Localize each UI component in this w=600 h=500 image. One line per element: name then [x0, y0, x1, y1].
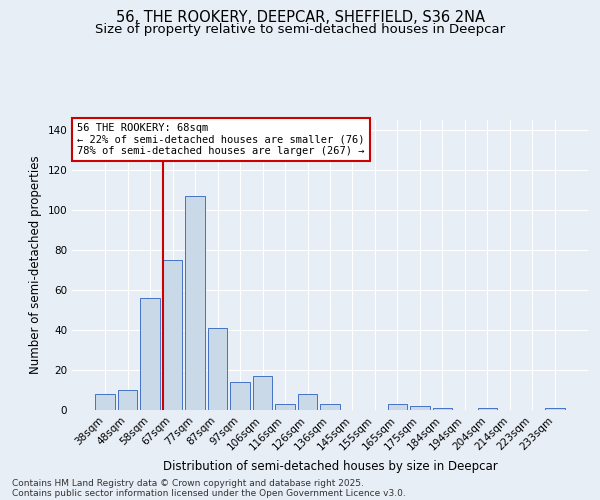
Bar [410, 406, 430, 410]
Bar [140, 298, 160, 410]
Bar [253, 376, 272, 410]
Bar [208, 328, 227, 410]
Bar [163, 260, 182, 410]
Y-axis label: Number of semi-detached properties: Number of semi-detached properties [29, 156, 42, 374]
Bar [298, 394, 317, 410]
Bar [275, 404, 295, 410]
Text: Contains HM Land Registry data © Crown copyright and database right 2025.: Contains HM Land Registry data © Crown c… [12, 478, 364, 488]
Bar [545, 408, 565, 410]
Bar [478, 408, 497, 410]
X-axis label: Distribution of semi-detached houses by size in Deepcar: Distribution of semi-detached houses by … [163, 460, 497, 473]
Text: Size of property relative to semi-detached houses in Deepcar: Size of property relative to semi-detach… [95, 22, 505, 36]
Bar [433, 408, 452, 410]
Bar [388, 404, 407, 410]
Bar [95, 394, 115, 410]
Text: Contains public sector information licensed under the Open Government Licence v3: Contains public sector information licen… [12, 488, 406, 498]
Bar [230, 382, 250, 410]
Text: 56 THE ROOKERY: 68sqm
← 22% of semi-detached houses are smaller (76)
78% of semi: 56 THE ROOKERY: 68sqm ← 22% of semi-deta… [77, 123, 365, 156]
Bar [320, 404, 340, 410]
Bar [118, 390, 137, 410]
Text: 56, THE ROOKERY, DEEPCAR, SHEFFIELD, S36 2NA: 56, THE ROOKERY, DEEPCAR, SHEFFIELD, S36… [115, 10, 485, 25]
Bar [185, 196, 205, 410]
